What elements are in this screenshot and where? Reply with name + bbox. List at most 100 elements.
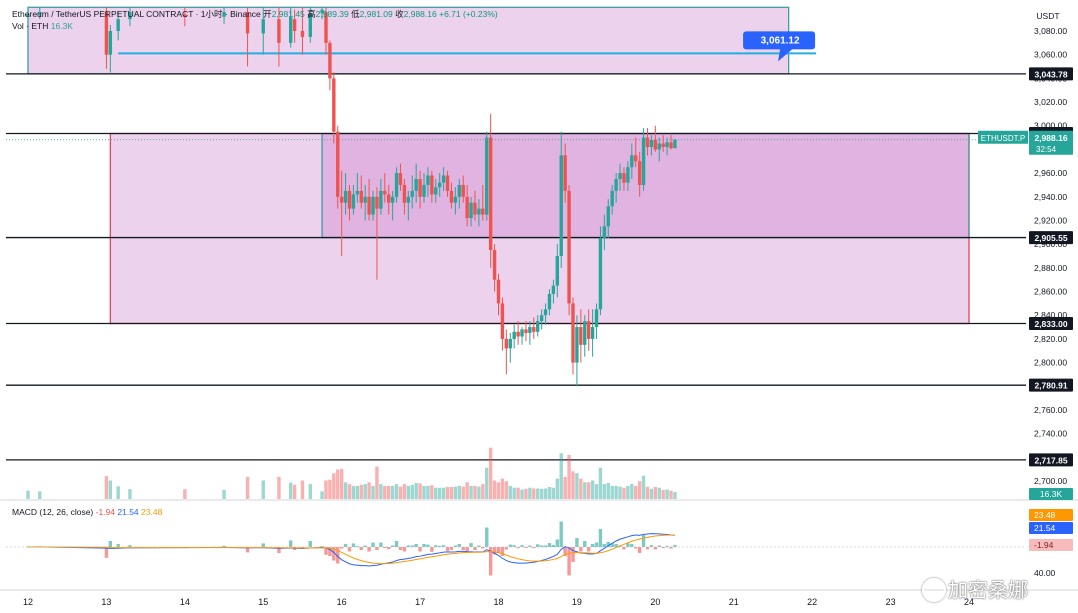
y-tick-8: 2,920.00 — [1034, 215, 1067, 225]
volume-bar-29 — [375, 466, 379, 499]
macd-hist-46 — [441, 545, 446, 547]
macd-hist-81 — [579, 547, 583, 552]
candle-body-71 — [539, 315, 544, 322]
macd-hist-22 — [347, 547, 352, 552]
volume-bar-58 — [488, 447, 493, 499]
candle-body-60 — [496, 279, 501, 304]
volume-bar-68 — [528, 487, 532, 499]
macd-hist-42 — [426, 544, 430, 547]
level-tag-bg-4 — [1029, 378, 1073, 392]
volume-bar-17 — [328, 479, 332, 499]
candle-body-101 — [657, 143, 661, 150]
y-tick-16: 2,760.00 — [1034, 405, 1067, 415]
candle-body-98 — [645, 137, 650, 148]
candle-body-56 — [481, 208, 485, 215]
volume-bar-86 — [598, 467, 603, 499]
candle-body-51 — [461, 184, 465, 197]
volume-bar-60 — [496, 482, 501, 499]
macd-hist-80 — [575, 538, 579, 547]
macd-hist-71 — [539, 545, 544, 547]
volume-bar-85 — [594, 484, 599, 499]
macd-hist-27 — [367, 547, 371, 552]
volume-tag-bg — [1029, 488, 1073, 500]
candle-body-59 — [492, 250, 497, 280]
volume-bar-90 — [614, 485, 618, 499]
chart-header: Ethereum / TetherUS PERPETUAL CONTRACT ·… — [12, 8, 498, 20]
volume-bar-103 — [665, 489, 669, 499]
candle-body-82 — [583, 321, 587, 345]
watermark-text: 加密桑娜 — [948, 578, 1028, 602]
candle-body-46 — [441, 175, 446, 183]
candle-body-62 — [504, 338, 509, 349]
volume-bar-93 — [626, 485, 630, 499]
volume-bar-41 — [422, 485, 426, 499]
macd-hist-87 — [602, 544, 607, 547]
volume-bar-20 — [339, 468, 344, 499]
last-price-tag-bg — [1029, 130, 1073, 155]
volume-bar-97 — [641, 475, 646, 499]
y-tick-14: 2,800.00 — [1034, 358, 1067, 368]
volume-bar-5 — [128, 489, 132, 499]
y-tick-12: 2,840.00 — [1034, 310, 1067, 320]
volume-bar-91 — [618, 486, 622, 499]
volume-bar-37 — [406, 485, 411, 499]
ohlc-open: 2,981.45 — [271, 9, 305, 19]
ohlc-high: 2,989.39 — [315, 9, 349, 19]
candle-body-84 — [590, 327, 595, 339]
candle-body-50 — [457, 184, 461, 197]
volume-bar-95 — [634, 485, 638, 499]
y-tick-13: 2,820.00 — [1034, 334, 1067, 344]
candle-body-18 — [332, 78, 336, 132]
macd-tag-0: 23.48 — [1034, 510, 1056, 520]
candle-body-30 — [379, 190, 383, 209]
candle-body-104 — [669, 142, 673, 149]
candle-body-15 — [320, 9, 324, 14]
x-tick-10: 22 — [807, 597, 817, 607]
volume-bar-19 — [336, 469, 340, 499]
candle-body-75 — [555, 256, 560, 286]
candle-body-68 — [528, 327, 532, 333]
y-tick-11: 2,860.00 — [1034, 287, 1067, 297]
macd-hist-54 — [473, 547, 477, 550]
x-tick-8: 20 — [650, 597, 660, 607]
macd-hist-86 — [598, 529, 603, 547]
candle-body-76 — [559, 155, 563, 256]
candle-body-97 — [641, 137, 646, 185]
candle-body-92 — [622, 173, 626, 183]
volume-bar-0 — [26, 490, 30, 499]
candle-body-74 — [551, 285, 556, 294]
volume-bar-52 — [465, 482, 469, 499]
candle-body-65 — [516, 331, 520, 337]
volume-bar-88 — [606, 483, 610, 499]
macd-hist-45 — [437, 545, 442, 547]
y-tick-0: 3,080.00 — [1034, 26, 1067, 36]
candle-body-28 — [371, 196, 375, 215]
candle-body-23 — [351, 194, 356, 209]
volume-bar-64 — [512, 487, 516, 499]
candle-body-66 — [520, 329, 524, 337]
macd-hist-36 — [402, 547, 407, 552]
macd-hist-7 — [222, 545, 226, 547]
macd-hist-51 — [461, 547, 465, 550]
x-tick-11: 23 — [886, 597, 896, 607]
volume-bar-96 — [637, 481, 642, 499]
volume-bar-36 — [402, 484, 407, 499]
ohlc-low-label: 低 — [351, 9, 360, 19]
volume-bar-48 — [449, 487, 454, 499]
candle-body-61 — [500, 303, 505, 339]
macd-hist-39 — [414, 544, 418, 547]
volume-bar-34 — [394, 484, 399, 499]
macd-hist-55 — [477, 545, 481, 547]
volume-bar-11 — [288, 482, 293, 499]
candle-body-6 — [183, 14, 187, 17]
macd-hist-102 — [661, 547, 665, 548]
x-tick-4: 16 — [337, 597, 347, 607]
macd-hist-65 — [516, 547, 520, 549]
macd-hist-78 — [567, 547, 571, 576]
macd-hist-23 — [351, 543, 356, 547]
y-tick-6: 2,960.00 — [1034, 168, 1067, 178]
candle-body-40 — [418, 179, 422, 197]
volume-bar-84 — [590, 480, 595, 499]
candle-body-19 — [336, 131, 340, 197]
